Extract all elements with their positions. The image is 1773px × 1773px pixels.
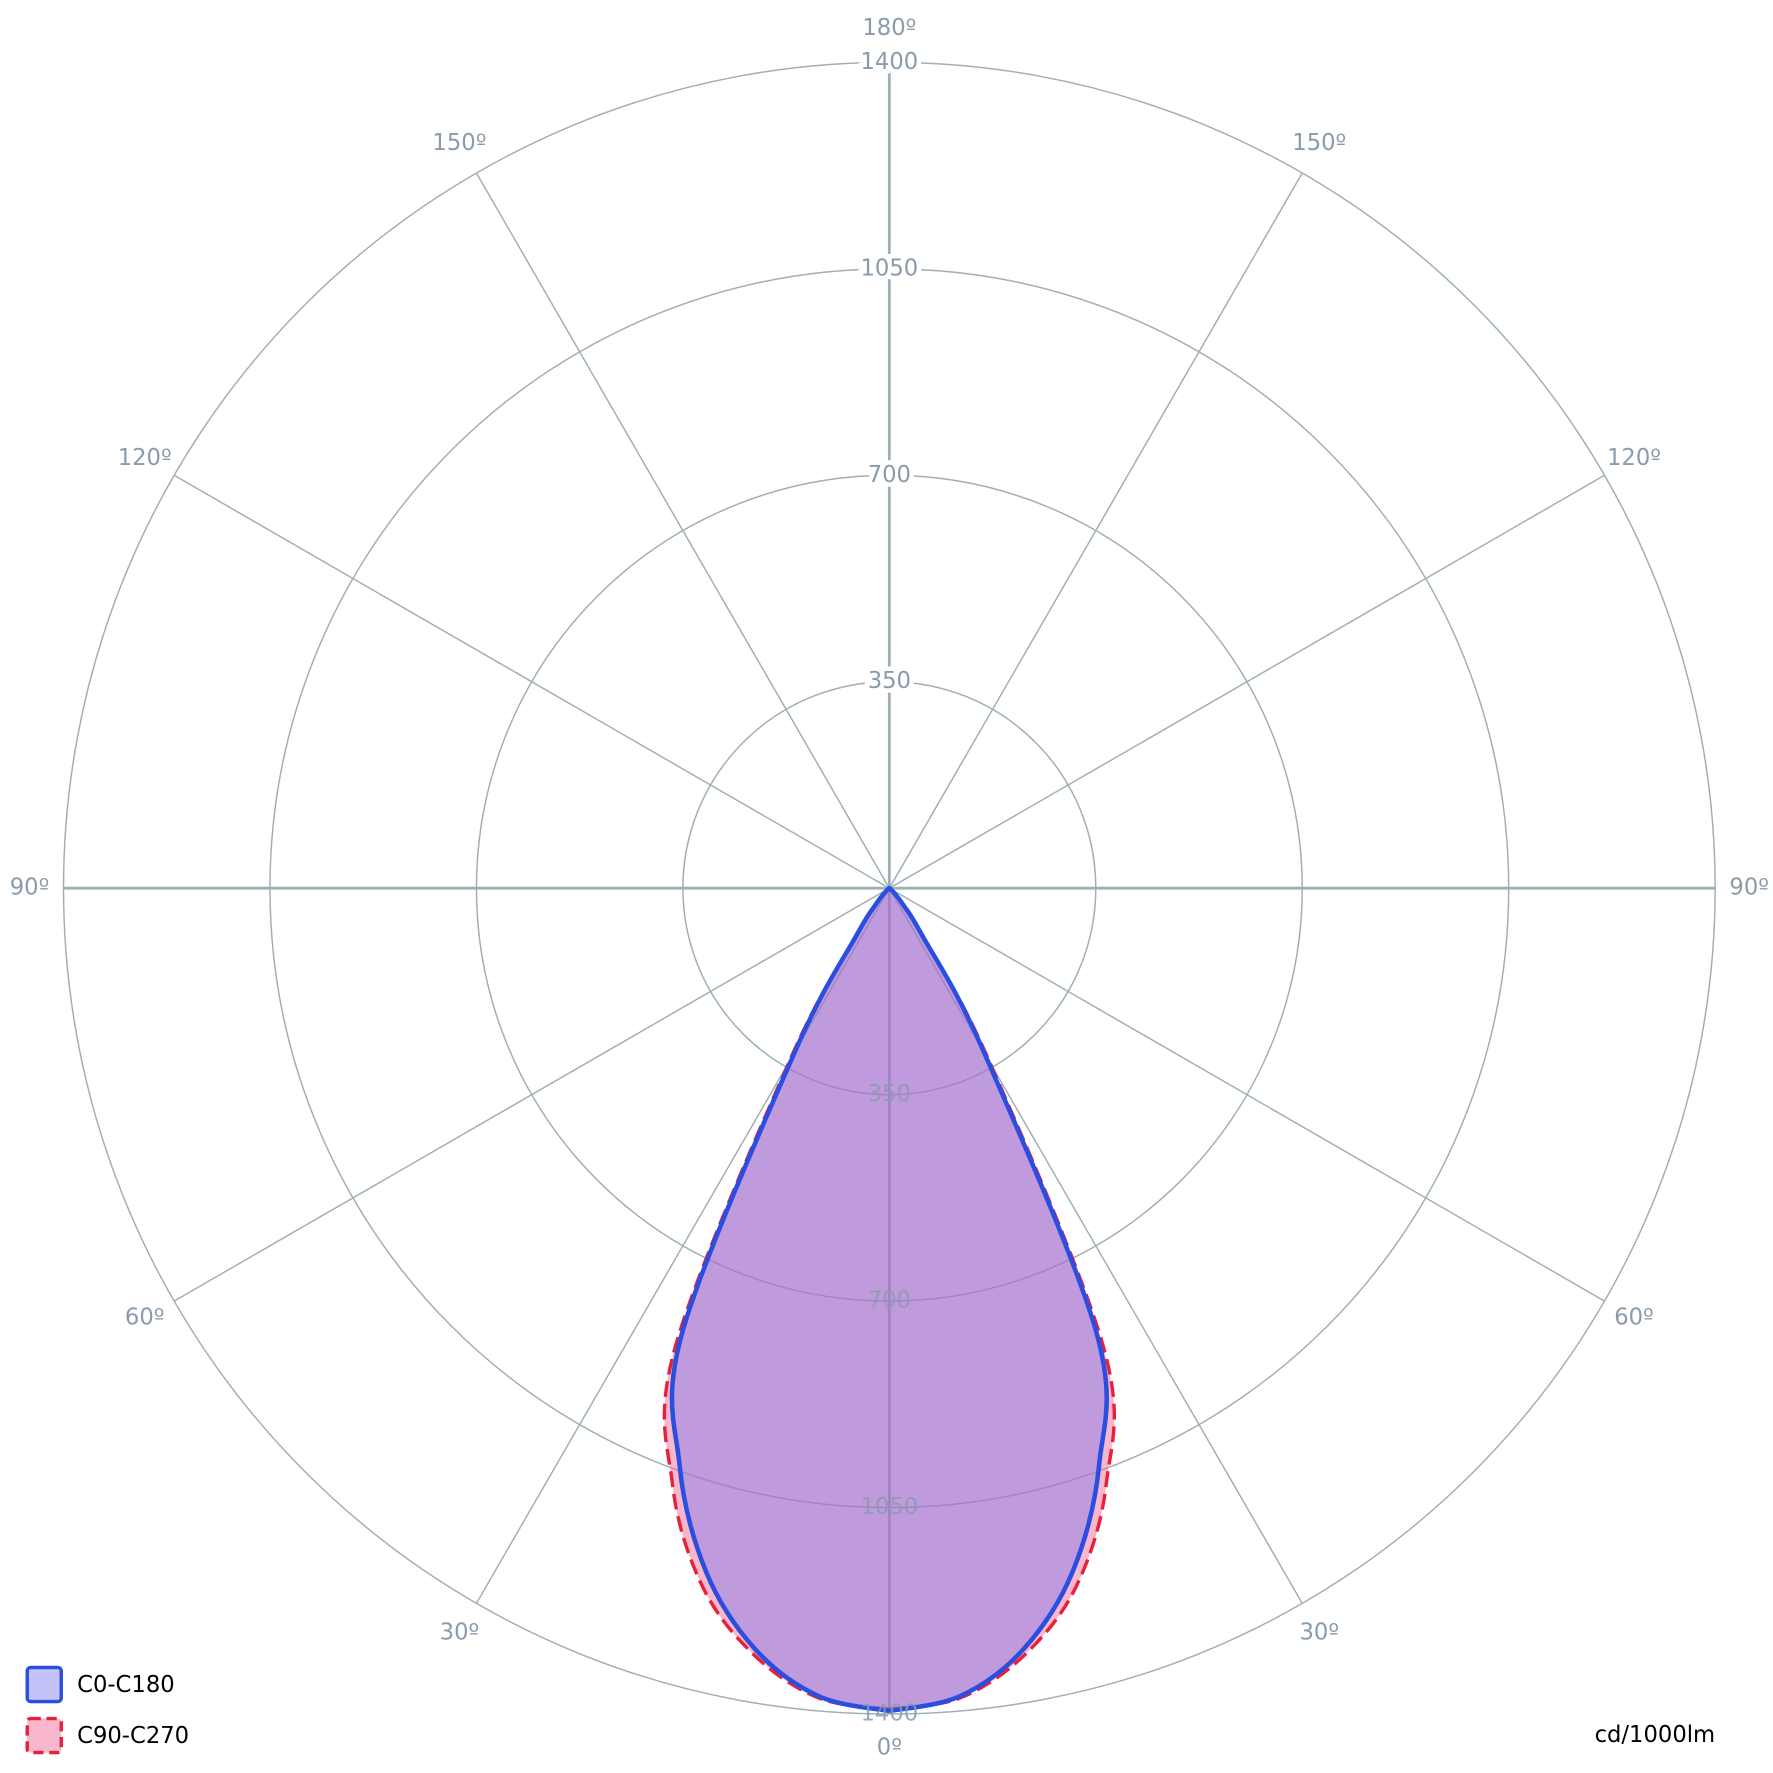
angle-tick-label: 90º xyxy=(10,875,50,901)
angle-tick-label: 180º xyxy=(862,15,916,41)
r-tick-label: 700 xyxy=(868,1288,911,1314)
grid-spoke xyxy=(173,887,890,1302)
angle-tick-label: 150º xyxy=(432,130,486,156)
legend-swatch xyxy=(25,1716,63,1755)
r-tick-label: 1050 xyxy=(860,1494,918,1520)
angle-tick-label: 0º xyxy=(877,1735,902,1761)
r-tick-label: 1400 xyxy=(860,49,918,75)
angle-tick-label: 120º xyxy=(118,445,172,471)
angle-tick-label: 30º xyxy=(1299,1619,1339,1645)
legend-label: C0-C180 xyxy=(77,1672,175,1698)
grid-spoke xyxy=(888,887,1605,1302)
grid-spoke xyxy=(475,887,890,1604)
unit-label: cd/1000lm xyxy=(1595,1722,1716,1748)
angle-tick-label: 60º xyxy=(125,1305,165,1331)
grid-spoke xyxy=(888,474,1605,889)
angle-tick-label: 120º xyxy=(1607,445,1661,471)
angle-tick-label: 90º xyxy=(1729,875,1769,901)
r-tick-label: 350 xyxy=(868,668,911,694)
angle-tick-label: 60º xyxy=(1614,1305,1654,1331)
series-curve xyxy=(886,885,1109,1714)
angle-tick-label: 30º xyxy=(440,1619,480,1645)
grid-spoke xyxy=(173,474,890,889)
grid-spoke xyxy=(475,172,890,889)
angle-tick-label: 150º xyxy=(1292,130,1346,156)
grid-spoke xyxy=(888,887,1303,1604)
legend-label: C90-C270 xyxy=(77,1723,189,1749)
grid-spoke xyxy=(888,172,1303,889)
r-tick-label: 350 xyxy=(868,1081,911,1107)
r-tick-label: 700 xyxy=(868,462,911,488)
legend-swatch xyxy=(25,1665,63,1704)
r-tick-label: 1050 xyxy=(860,255,918,281)
r-tick-label: 1400 xyxy=(860,1701,918,1727)
